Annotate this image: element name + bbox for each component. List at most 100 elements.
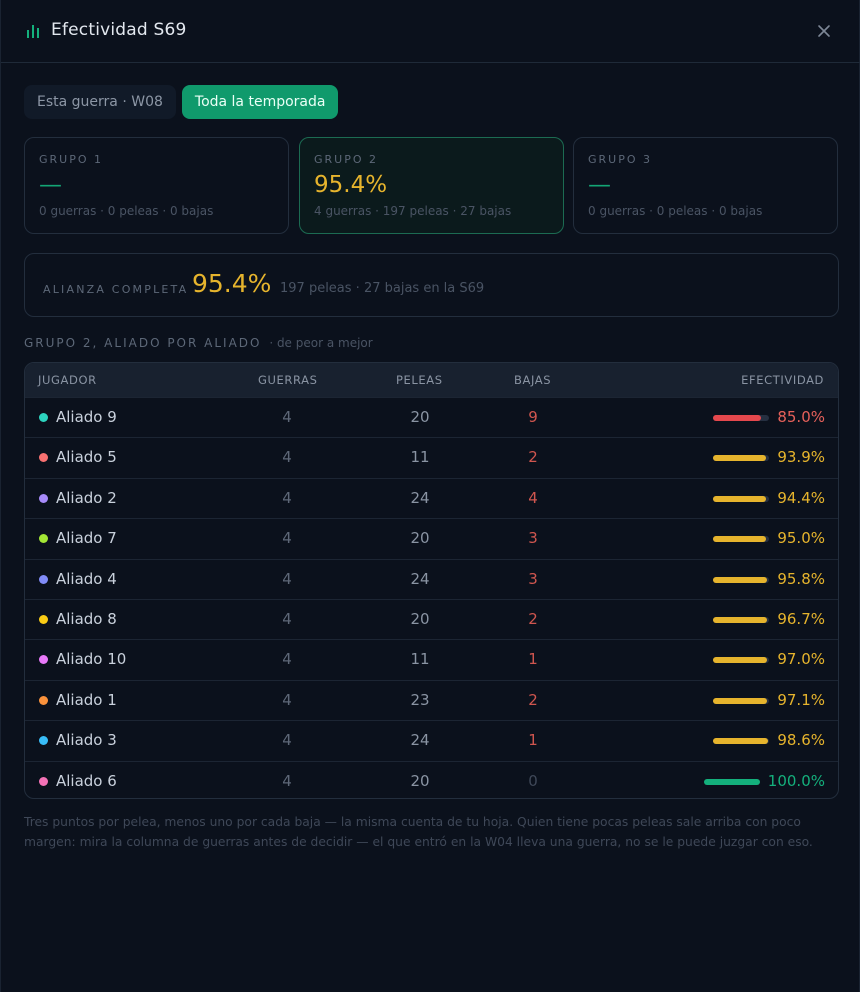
effectiveness-bar-fill [713,415,761,421]
player-name: Aliado 1 [56,690,117,709]
effectiveness-bar-fill [713,455,766,462]
close-icon[interactable] [813,20,835,42]
table-row[interactable]: Aliado 2 4 24 4 94.4% [25,477,838,518]
fights-count: 20 [410,771,430,790]
fights-count: 11 [410,650,430,669]
effectiveness-bar-fill [713,536,767,543]
player-name: Aliado 8 [56,610,117,628]
effectiveness-bar [713,536,769,543]
group-card-3[interactable]: GRUPO 3 — 0 guerras · 0 peleas · 0 bajas [573,137,838,234]
effectiveness-value: 93.9% [777,448,825,467]
header-effectiveness[interactable]: EFECTIVIDAD [741,373,824,387]
footnote: Tres puntos por pelea, menos uno por cad… [24,815,813,849]
header-fights[interactable]: PELEAS [396,373,443,387]
alliance-label: ALIANZA COMPLETA [43,283,189,296]
wars-count: 4 [282,408,292,426]
effectiveness-bar-fill [713,657,768,664]
wars-count: 4 [282,529,292,548]
kills-count: 9 [528,408,538,426]
group-card-label: GRUPO 2 [314,153,379,166]
period-tabs: Esta guerra · W08 Toda la temporada [24,85,339,119]
modal-title: Efectividad S69 [51,20,187,40]
table-row[interactable]: Aliado 9 4 20 9 85.0% [25,397,838,437]
player-color-dot [39,695,48,705]
group-card-1[interactable]: GRUPO 1 — 0 guerras · 0 peleas · 0 bajas [24,137,289,234]
kills-count: 4 [528,488,538,507]
group-card-label: GRUPO 1 [39,153,104,166]
alliance-stats: 197 peleas · 27 bajas en la S69 [280,281,485,296]
group-card-stats: 0 guerras · 0 peleas · 0 bajas [588,204,763,218]
kills-count: 2 [528,690,538,709]
table-header: JUGADOR GUERRAS PELEAS BAJAS EFECTIVIDAD [25,363,838,397]
effectiveness-value: 97.1% [777,690,825,709]
table-row[interactable]: Aliado 4 4 24 3 95.8% [25,558,838,599]
player-color-dot [39,615,48,624]
effectiveness-bar-fill [704,778,760,785]
effectiveness-value: 98.6% [777,731,825,750]
player-name: Aliado 3 [56,731,117,750]
header-player[interactable]: JUGADOR [38,373,97,387]
wars-count: 4 [282,610,292,628]
player-name: Aliado 6 [56,771,117,790]
group-card-value: 95.4% [314,172,388,198]
effectiveness-bar-fill [713,617,768,623]
tab-this-war[interactable]: Esta guerra · W08 [24,85,176,119]
fights-count: 20 [410,408,430,426]
fights-count: 20 [410,529,430,548]
wars-count: 4 [282,448,292,467]
alliance-summary: ALIANZA COMPLETA 95.4% 197 peleas · 27 b… [24,253,839,317]
tab-full-season[interactable]: Toda la temporada [181,85,339,119]
effectiveness-bar [713,617,769,623]
wars-count: 4 [282,650,292,669]
group-card-2[interactable]: GRUPO 2 95.4% 4 guerras · 197 peleas · 2… [299,137,564,234]
table-row[interactable]: Aliado 3 4 24 1 98.6% [25,720,838,760]
section-title: GRUPO 2, ALIADO POR ALIADO · de peor a m… [24,336,373,350]
effectiveness-bar [713,415,769,421]
table-row[interactable]: Aliado 8 4 20 2 96.7% [25,599,838,639]
player-name: Aliado 4 [56,569,117,588]
header-kills[interactable]: BAJAS [514,373,552,387]
fights-count: 23 [410,690,430,709]
player-name: Aliado 2 [56,488,117,507]
group-card-label: GRUPO 3 [588,153,653,166]
effectiveness-bar-fill [713,495,766,502]
effectiveness-bar-fill [713,697,768,704]
effectiveness-bar [713,455,769,462]
wars-count: 4 [282,731,292,750]
player-color-dot [39,534,48,544]
kills-count: 3 [528,529,538,548]
section-title-sub: · de peor a mejor [269,336,373,350]
player-color-dot [39,493,48,503]
allies-table: JUGADOR GUERRAS PELEAS BAJAS EFECTIVIDAD… [24,362,839,799]
group-card-stats: 0 guerras · 0 peleas · 0 bajas [39,204,214,218]
alliance-value: 95.4% [192,269,272,298]
wars-count: 4 [282,690,292,709]
section-title-main: GRUPO 2, ALIADO POR ALIADO [24,336,262,350]
effectiveness-bar [713,576,769,583]
effectiveness-value: 100.0% [767,771,825,790]
header-wars[interactable]: GUERRAS [258,373,318,387]
player-color-dot [39,413,48,422]
player-name: Aliado 10 [56,650,127,669]
bar-chart-icon [27,25,39,38]
table-row[interactable]: Aliado 7 4 20 3 95.0% [25,518,838,558]
player-name: Aliado 5 [56,448,117,467]
table-row[interactable]: Aliado 10 4 11 1 97.0% [25,639,838,679]
table-row[interactable]: Aliado 5 4 11 2 93.9% [25,437,838,477]
effectiveness-bar [713,657,769,664]
player-color-dot [39,776,48,786]
table-row[interactable]: Aliado 1 4 23 2 97.1% [25,679,838,720]
effectiveness-value: 96.7% [777,610,825,628]
table-row[interactable]: Aliado 6 4 20 0 100.0% [25,760,838,798]
effectiveness-value: 95.8% [777,569,825,588]
group-card-value: — [39,172,62,198]
player-color-dot [39,574,48,584]
player-color-dot [39,655,48,665]
kills-count: 1 [528,650,538,669]
effectiveness-bar-fill [713,738,769,745]
group-card-stats: 4 guerras · 197 peleas · 27 bajas [314,204,512,218]
effectiveness-value: 85.0% [777,408,825,426]
wars-count: 4 [282,488,292,507]
kills-count: 2 [528,610,538,628]
